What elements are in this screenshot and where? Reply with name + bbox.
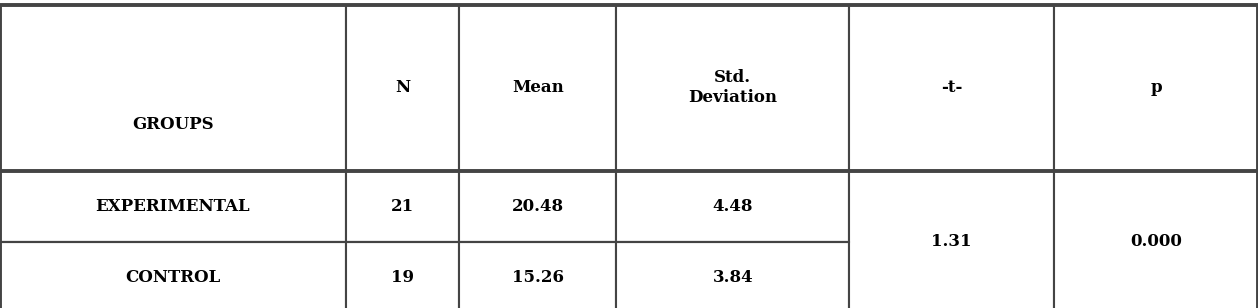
Text: -t-: -t- [941, 79, 962, 96]
Bar [0, 5, 346, 171]
Text: Mean: Mean [512, 79, 564, 96]
Bar [346, 171, 459, 242]
Bar [459, 171, 616, 242]
Bar [616, 171, 849, 242]
Text: 0.000: 0.000 [1130, 233, 1183, 250]
Text: 15.26: 15.26 [512, 269, 564, 286]
Text: CONTROL: CONTROL [126, 269, 220, 286]
Text: 3.84: 3.84 [712, 269, 754, 286]
Text: 21: 21 [391, 198, 414, 215]
Bar [346, 5, 459, 171]
Bar [0, 171, 346, 242]
Text: 20.48: 20.48 [512, 198, 564, 215]
Text: 19: 19 [391, 269, 414, 286]
Bar [849, 5, 1054, 171]
Bar [1054, 5, 1258, 171]
Text: EXPERIMENTAL: EXPERIMENTAL [96, 198, 250, 215]
Text: N: N [395, 79, 410, 96]
Bar [1054, 171, 1258, 308]
Bar [459, 5, 616, 171]
Text: 1.31: 1.31 [931, 233, 972, 250]
Bar [616, 242, 849, 308]
Bar [849, 171, 1054, 308]
Text: 4.48: 4.48 [712, 198, 754, 215]
Text: Std.
Deviation: Std. Deviation [688, 70, 777, 106]
Text: GROUPS: GROUPS [132, 116, 214, 133]
Text: p: p [1150, 79, 1162, 96]
Bar [459, 242, 616, 308]
Bar [0, 242, 346, 308]
Bar [346, 242, 459, 308]
Bar [616, 5, 849, 171]
